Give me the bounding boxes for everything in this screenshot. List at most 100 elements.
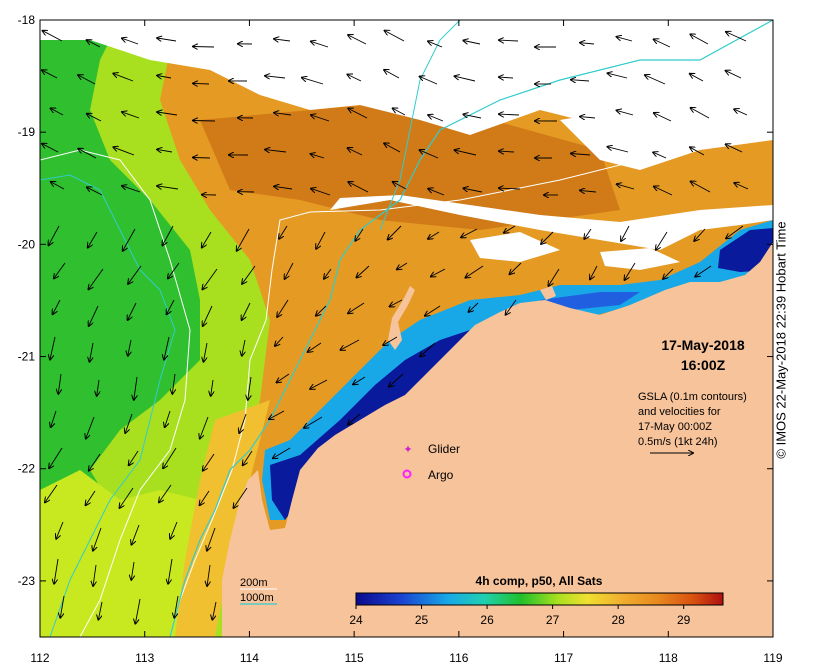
glider-marker: ✦ [403, 444, 412, 456]
velocity-arrow [164, 336, 170, 360]
velocity-arrow [420, 342, 436, 357]
velocity-arrow [42, 144, 59, 153]
isobath-1000m [169, 20, 773, 637]
velocity-arrow [89, 268, 104, 289]
velocity-arrow [463, 41, 481, 45]
velocity-arrow [571, 80, 590, 81]
velocity-arrow [242, 302, 251, 320]
velocity-arrow [88, 231, 98, 248]
velocity-arrow [202, 231, 212, 248]
y-tick-label: -23 [18, 574, 36, 588]
colorbar-tick-label: 26 [480, 613, 494, 627]
velocity-arrow [590, 265, 598, 279]
velocity-arrow [279, 225, 288, 239]
velocity-arrow [122, 38, 139, 45]
velocity-arrow [87, 114, 102, 122]
velocity-arrow [86, 416, 95, 439]
velocity-arrow [93, 564, 96, 586]
velocity-arrow [580, 43, 595, 44]
velocity-arrow [167, 299, 175, 314]
velocity-arrow [385, 31, 405, 42]
velocity-arrow [128, 302, 137, 320]
y-tick-label: -21 [18, 350, 36, 364]
velocity-arrow [389, 373, 404, 387]
velocity-arrow [274, 113, 292, 115]
velocity-arrow [212, 601, 217, 620]
velocity-arrow [78, 149, 97, 159]
velocity-arrow [174, 595, 179, 618]
velocity-arrow [397, 262, 408, 269]
velocity-arrow [726, 144, 743, 153]
velocity-arrow [420, 77, 438, 85]
velocity-arrow [311, 154, 325, 159]
gsla-line-2: and velocities for [638, 406, 721, 418]
velocity-arrow [90, 342, 94, 362]
colorbar-tick-label: 27 [546, 613, 560, 627]
velocity-arrow [617, 37, 633, 42]
x-axis: 112 113 114 115 116 117 118 119 [30, 20, 783, 665]
colorbar [355, 592, 724, 606]
velocity-arrow [58, 373, 61, 394]
velocity-arrow [311, 41, 329, 48]
velocity-arrow [269, 410, 285, 419]
velocity-arrow [617, 110, 634, 116]
velocity-arrow [132, 524, 140, 545]
velocity-arrow [311, 115, 330, 122]
velocity-arrow [200, 490, 210, 505]
velocity-arrow [193, 83, 210, 84]
velocity-arrow [353, 376, 366, 384]
velocity-arrow [54, 262, 66, 278]
velocity-arrow [123, 228, 136, 251]
velocity-arrow [608, 73, 628, 79]
velocity-arrow [98, 601, 103, 620]
velocity-arrow [656, 231, 668, 250]
velocity-arrow [122, 186, 141, 193]
velocity-arrow [168, 262, 180, 278]
velocity-arrow [428, 115, 444, 122]
velocity-arrow [621, 225, 630, 241]
velocity-arrow [461, 228, 478, 237]
velocity-arrow [163, 225, 174, 245]
velocity-arrow [277, 373, 290, 382]
y-axis: -18 -19 -20 -21 -22 -23 [18, 13, 773, 588]
velocity-arrow [56, 521, 64, 539]
x-tick-label: 119 [763, 651, 782, 665]
velocity-arrow [548, 268, 560, 286]
cloud-mid [330, 195, 773, 250]
velocity-arrow [384, 70, 400, 79]
velocity-arrow [541, 231, 554, 244]
velocity-arrow [120, 487, 134, 508]
x-tick-label: 116 [449, 651, 468, 665]
cloud-patch-1 [470, 232, 560, 262]
velocity-arrow [159, 484, 172, 502]
velocity-arrow [734, 109, 748, 116]
velocity-arrow [348, 413, 361, 425]
colorbar-tick-label: 25 [415, 613, 429, 627]
velocity-arrow [463, 114, 482, 119]
velocity-arrow [571, 154, 591, 156]
island-dampier [540, 286, 556, 300]
velocity-arrow [203, 268, 218, 289]
y-tick-label: -22 [18, 462, 36, 476]
x-tick-label: 118 [659, 651, 678, 665]
velocity-arrow [248, 376, 251, 400]
isobath-1000-label: 1000m [240, 592, 274, 604]
velocity-arrow [726, 71, 742, 79]
velocity-arrow [89, 453, 101, 471]
sea-orange-dark [200, 100, 620, 230]
velocity-arrow [168, 558, 173, 584]
gsla-line-4: 0.5m/s (1kt 24h) [638, 436, 717, 448]
velocity-arrow [51, 182, 65, 190]
velocity-arrow [580, 190, 597, 192]
velocity-arrow [97, 379, 99, 396]
velocity-arrow [113, 74, 134, 82]
velocity-arrow [393, 108, 406, 116]
velocity-arrow [49, 447, 63, 468]
x-tick-label: 115 [345, 651, 364, 665]
velocity-arrow [428, 189, 445, 196]
velocity-arrow [203, 305, 213, 326]
velocity-arrow [341, 339, 360, 350]
upwelling-blue [262, 220, 773, 520]
isobath-200m [169, 59, 773, 637]
